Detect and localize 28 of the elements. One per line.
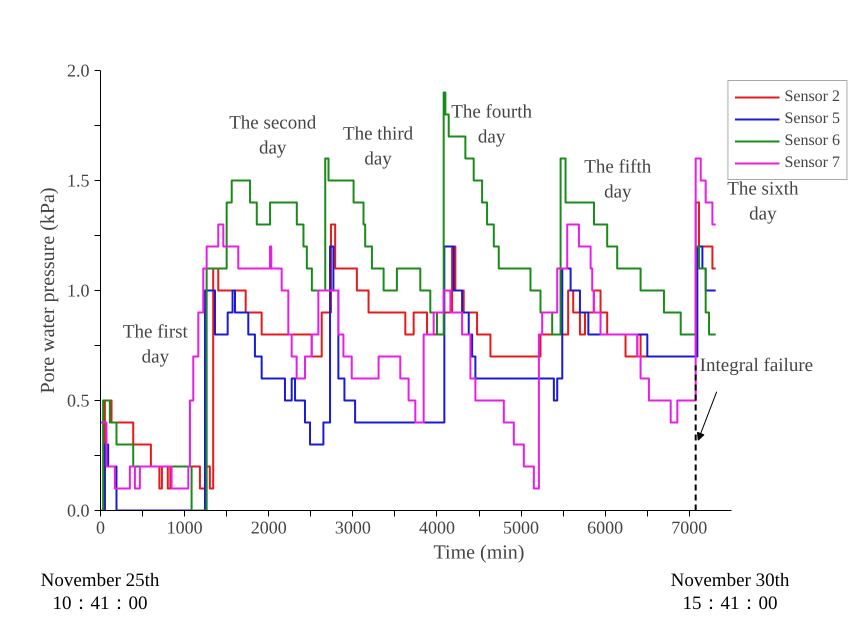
x-tick-label: 4000 xyxy=(418,518,455,538)
annotation: The fifth day xyxy=(584,156,652,202)
x-tick-label: 5000 xyxy=(503,518,540,538)
y-tick-label: 2.0 xyxy=(67,60,90,80)
x-tick-label: 7000 xyxy=(671,518,708,538)
y-tick-label: 0.5 xyxy=(67,390,90,410)
annotation: The third day xyxy=(342,123,414,170)
y-tick-label: 1.5 xyxy=(67,170,90,190)
legend-label: Sensor 2 xyxy=(784,88,840,106)
annotation: The fourth day xyxy=(451,101,532,148)
legend-label: Sensor 5 xyxy=(784,110,840,128)
y-tick-label: 0.0 xyxy=(67,500,90,520)
x-tick-label: 2000 xyxy=(250,518,287,538)
ref-line-label: Integral failure xyxy=(700,354,814,376)
x-tick-label: 1000 xyxy=(166,518,203,538)
text: November 25th 10：41：00 xyxy=(40,570,160,616)
annotation: The second day xyxy=(229,112,317,158)
x-tick-label: 6000 xyxy=(587,518,624,538)
legend-label: Sensor 6 xyxy=(784,132,840,150)
text: November 30th 15：41：00 xyxy=(670,570,790,616)
y-tick-label: 1.0 xyxy=(67,280,90,300)
legend-label: Sensor 7 xyxy=(784,154,840,172)
x-tick-label: 0 xyxy=(96,518,105,538)
y-axis-title: Pore water pressure (kPa) xyxy=(37,187,59,394)
x-axis-title: Time (min) xyxy=(434,542,524,564)
annotation: The sixth day xyxy=(727,178,799,224)
annotation: The first day xyxy=(122,321,189,368)
x-tick-label: 3000 xyxy=(334,518,371,538)
